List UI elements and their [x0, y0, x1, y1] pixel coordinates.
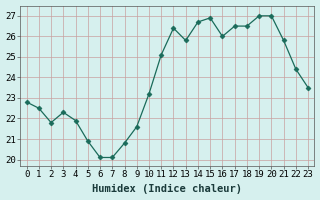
X-axis label: Humidex (Indice chaleur): Humidex (Indice chaleur)	[92, 184, 242, 194]
